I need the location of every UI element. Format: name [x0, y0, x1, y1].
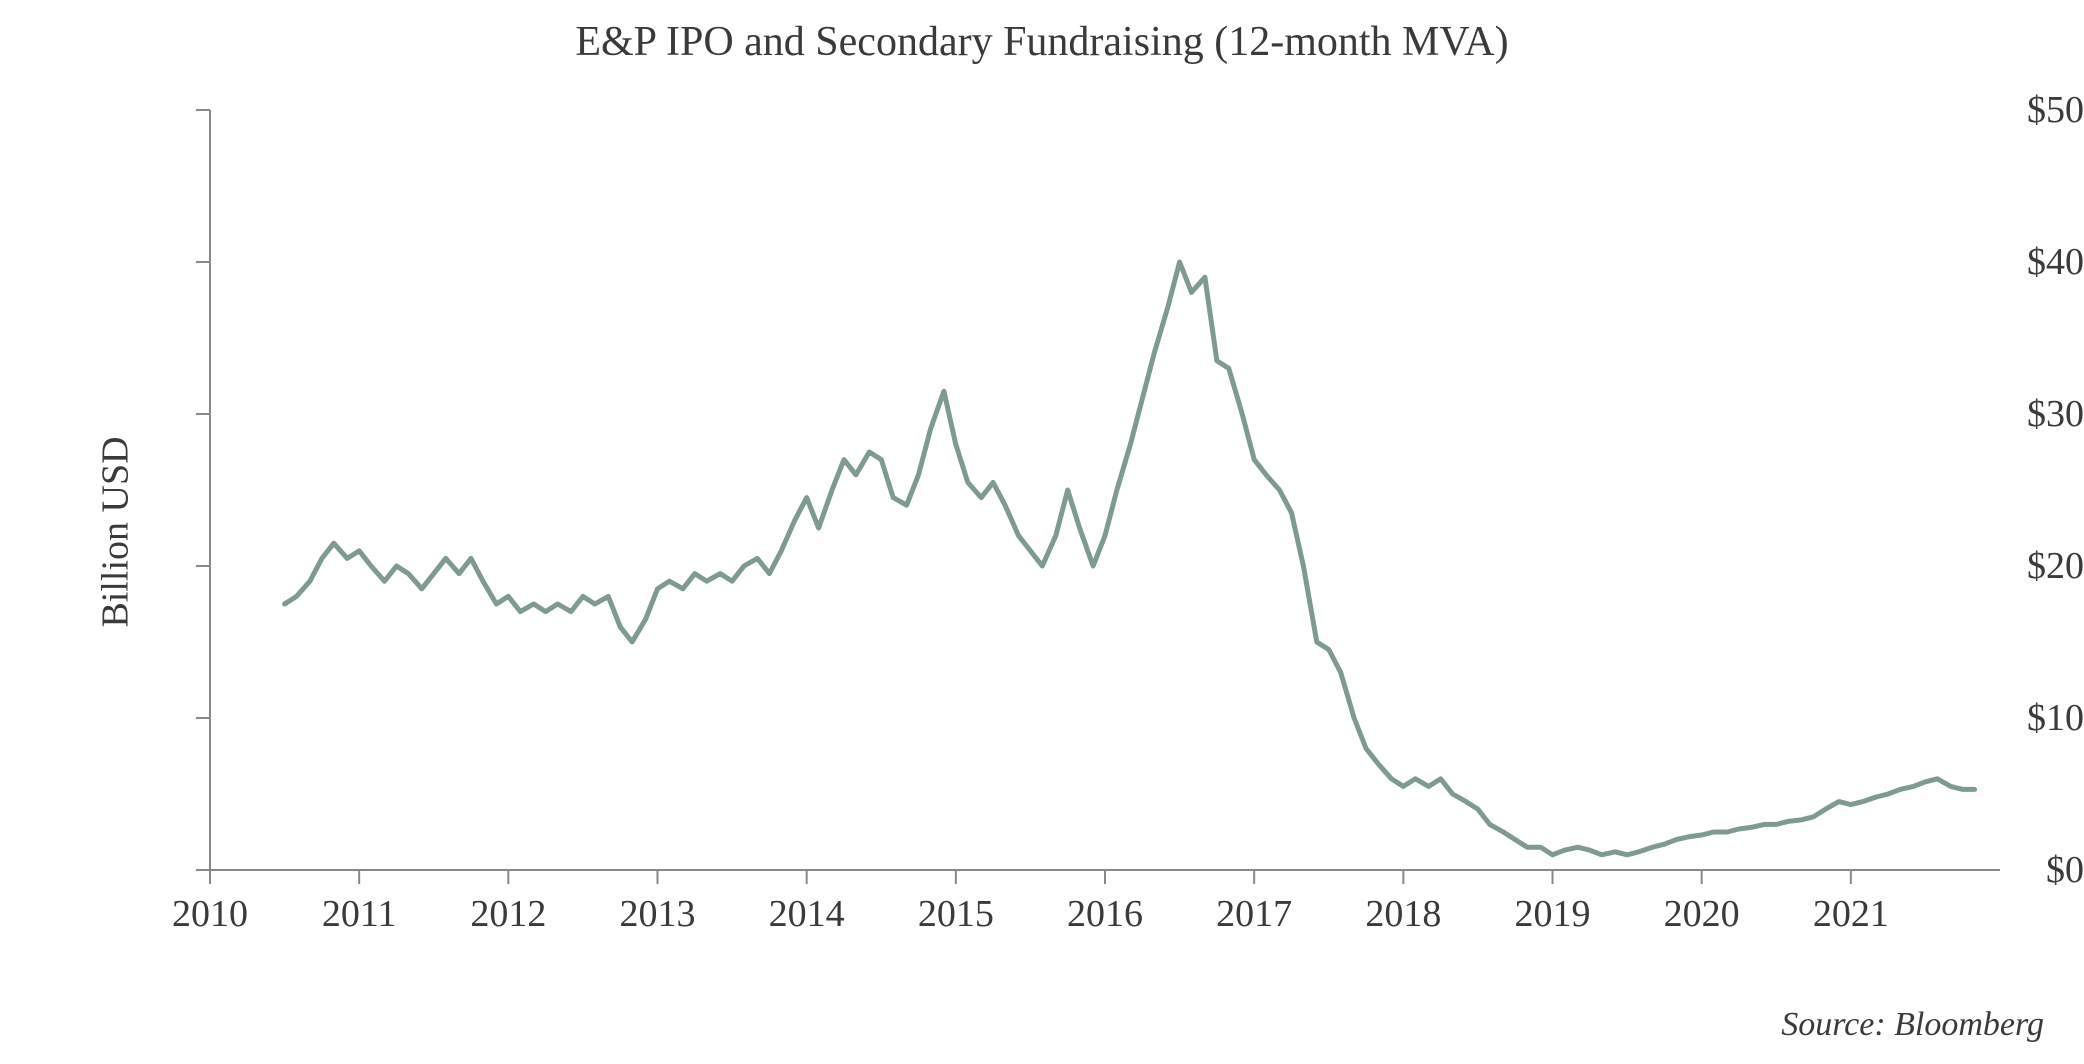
chart-container: E&P IPO and Secondary Fundraising (12-mo…	[0, 0, 2084, 1064]
x-tick-label: 2020	[1664, 892, 1740, 936]
x-tick-label: 2015	[918, 892, 994, 936]
x-tick-label: 2011	[322, 892, 397, 936]
x-tick-label: 2016	[1067, 892, 1143, 936]
x-tick-label: 2019	[1515, 892, 1591, 936]
x-tick-label: 2017	[1216, 892, 1292, 936]
x-tick-label: 2014	[769, 892, 845, 936]
x-tick-label: 2018	[1365, 892, 1441, 936]
source-caption: Source: Bloomberg	[1781, 1006, 2044, 1044]
x-tick-label: 2010	[172, 892, 248, 936]
x-tick-label: 2021	[1813, 892, 1889, 936]
x-tick-label: 2012	[470, 892, 546, 936]
x-tick-label: 2013	[620, 892, 696, 936]
x-tick-labels: 2010 2011 2012 2013 2014 2015 2016 2017 2018 2019…	[0, 0, 2084, 1064]
